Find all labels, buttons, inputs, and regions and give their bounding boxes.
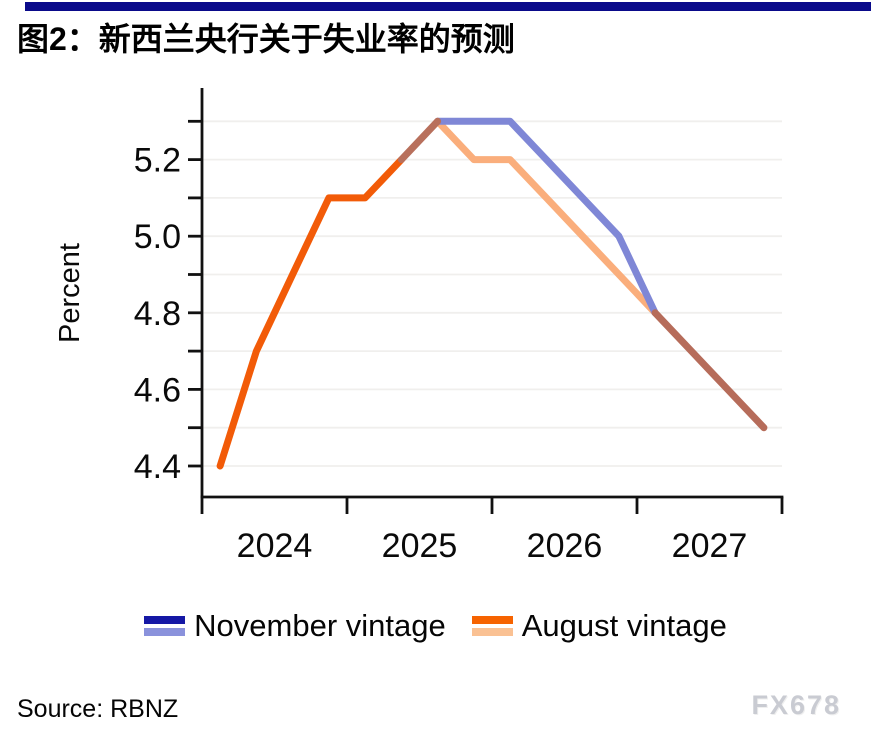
legend-label-august: August vintage [521,608,727,643]
chart-legend: November vintage August vintage [0,608,871,644]
y-tick-label: 5.0 [134,218,181,256]
unemployment-forecast-chart: 4.4 4.6 4.8 5.0 5.2 2024 2025 2026 2027 Percent [54,88,784,565]
x-tick-label: 2027 [672,527,748,565]
y-tick-label: 5.2 [134,142,181,180]
november-line-swatch [144,616,186,636]
legend-item-november: November vintage [144,608,446,644]
chart-title: 图2：新西兰央行关于失业率的预测 [17,21,515,57]
november-actual-color-bar [144,616,186,624]
august-actual-color-bar [471,616,513,624]
legend-item-august: August vintage [471,608,727,644]
y-axis-title: Percent [54,243,86,343]
fx678-watermark: FX678 [751,690,841,720]
series-shared-actual-history [216,156,405,470]
series-august-vintage-forecast [434,117,659,317]
source-note: Source: RBNZ [17,695,179,723]
series-overlap-decline [651,309,768,432]
x-tick-label: 2025 [382,527,458,565]
august-forecast-color-bar [471,628,513,636]
header-accent-bar [25,2,871,11]
series-november-vintage-forecast [434,117,659,317]
x-tick-label: 2024 [237,527,313,565]
y-tick-label: 4.4 [134,448,181,486]
legend-label-november: November vintage [194,608,446,643]
x-tick-label: 2026 [527,527,603,565]
y-tick-label: 4.6 [134,371,181,409]
y-tick-label: 4.8 [134,295,181,333]
series-overlap-rise [397,117,442,164]
august-line-swatch [471,616,513,636]
november-forecast-color-bar [144,628,186,636]
